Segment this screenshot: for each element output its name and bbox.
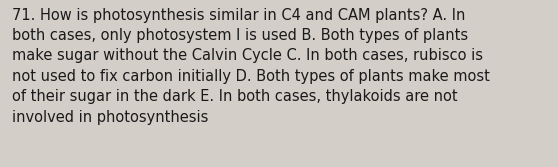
- Text: 71. How is photosynthesis similar in C4 and CAM plants? A. In
both cases, only p: 71. How is photosynthesis similar in C4 …: [12, 8, 490, 125]
